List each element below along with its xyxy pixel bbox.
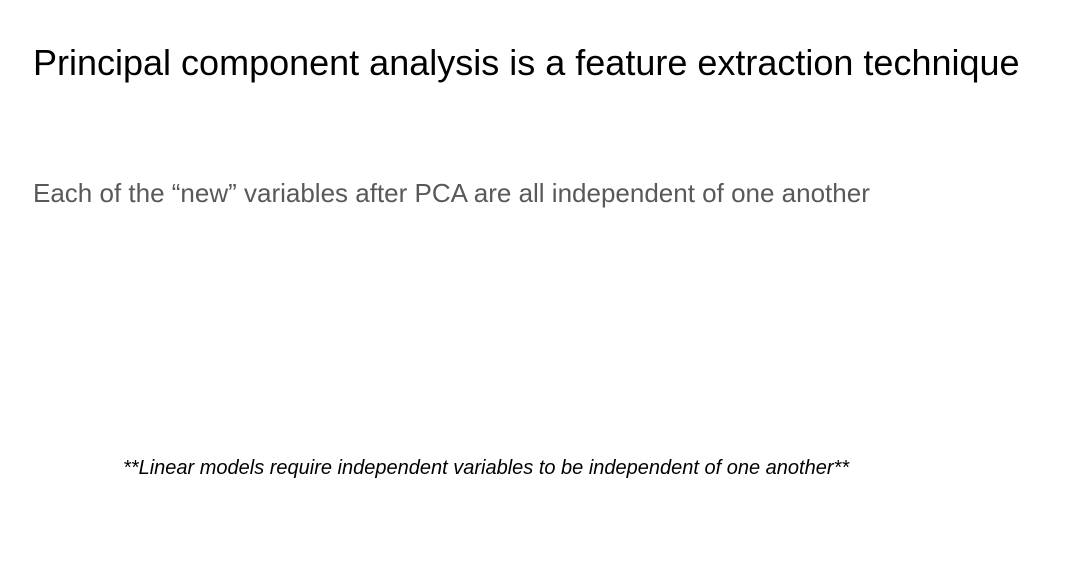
slide-footnote: **Linear models require independent vari…: [123, 457, 850, 479]
slide-body-text: Each of the “new” variables after PCA ar…: [33, 178, 870, 208]
slide-title: Principal component analysis is a featur…: [33, 42, 1020, 83]
